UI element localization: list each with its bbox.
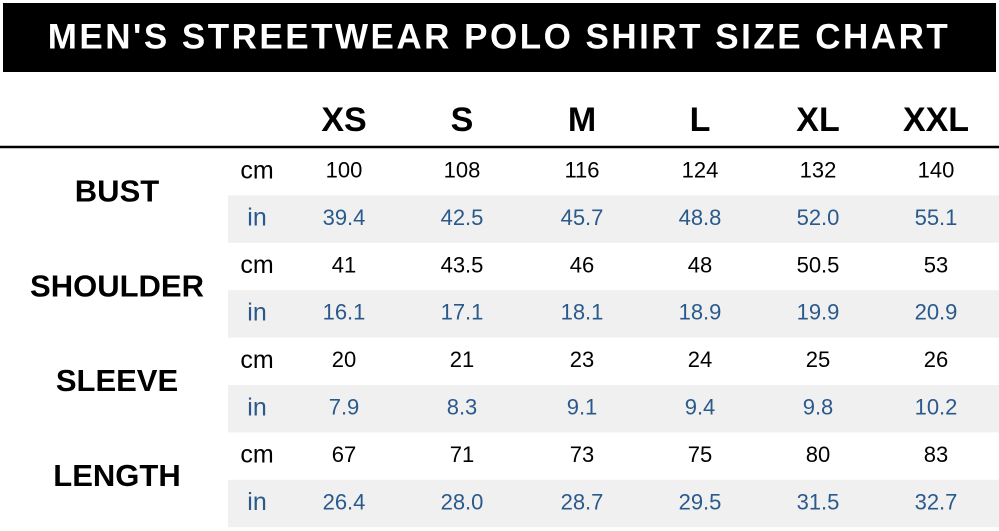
unit-label: cm [240, 346, 273, 374]
cm-value: 140 [918, 158, 955, 183]
unit-label: in [247, 393, 266, 421]
cm-value: 80 [806, 442, 830, 467]
cm-value: 20 [332, 347, 356, 372]
size-header: XS [321, 101, 366, 139]
in-value: 39.4 [323, 205, 366, 230]
title-bar [3, 3, 996, 72]
cm-value: 124 [682, 158, 719, 183]
in-value: 9.1 [567, 395, 598, 420]
cm-value: 73 [570, 442, 594, 467]
in-value: 55.1 [915, 205, 958, 230]
inch-row-bg [228, 195, 999, 243]
cm-value: 67 [332, 442, 356, 467]
row-label: SHOULDER [30, 268, 204, 303]
size-header: L [690, 101, 711, 139]
title: MEN'S STREETWEAR POLO SHIRT SIZE CHART [48, 17, 951, 56]
cm-value: 21 [450, 347, 474, 372]
in-value: 52.0 [797, 205, 840, 230]
cm-value: 43.5 [441, 252, 484, 277]
cm-value: 26 [924, 347, 948, 372]
in-value: 29.5 [679, 489, 722, 514]
cm-value: 71 [450, 442, 474, 467]
in-value: 9.4 [685, 395, 716, 420]
size-header: XL [796, 101, 839, 139]
unit-label: cm [240, 156, 273, 184]
row-label: LENGTH [53, 458, 180, 493]
cm-value: 24 [688, 347, 712, 372]
in-value: 42.5 [441, 205, 484, 230]
unit-label: in [247, 299, 266, 327]
cm-value: 116 [564, 158, 599, 183]
unit-label: cm [240, 441, 273, 469]
in-value: 9.8 [803, 395, 834, 420]
in-value: 28.0 [441, 489, 484, 514]
size-header: XXL [903, 101, 969, 139]
in-value: 26.4 [323, 489, 366, 514]
cm-value: 46 [570, 252, 594, 277]
in-value: 31.5 [797, 489, 840, 514]
cm-value: 83 [924, 442, 948, 467]
unit-label: in [247, 204, 266, 232]
cm-value: 132 [800, 158, 837, 183]
cm-value: 50.5 [797, 252, 840, 277]
cm-value: 75 [688, 442, 712, 467]
row-label: BUST [75, 174, 159, 209]
in-value: 8.3 [447, 395, 478, 420]
unit-label: in [247, 488, 266, 516]
in-value: 18.1 [561, 300, 604, 325]
in-value: 18.9 [679, 300, 722, 325]
inch-row-bg [228, 479, 999, 528]
cm-value: 48 [688, 252, 712, 277]
cm-value: 23 [570, 347, 594, 372]
in-value: 48.8 [679, 205, 722, 230]
in-value: 32.7 [915, 489, 958, 514]
in-value: 19.9 [797, 300, 840, 325]
inch-row-bg [228, 385, 999, 433]
in-value: 45.7 [561, 205, 604, 230]
cm-value: 108 [444, 158, 481, 183]
in-value: 7.9 [329, 395, 360, 420]
in-value: 20.9 [915, 300, 958, 325]
cm-value: 25 [806, 347, 830, 372]
cm-value: 100 [326, 158, 363, 183]
row-label: SLEEVE [56, 363, 178, 398]
size-header: M [568, 101, 596, 139]
in-value: 17.1 [441, 300, 484, 325]
in-value: 16.1 [323, 300, 366, 325]
inch-row-bg [228, 290, 999, 338]
cm-value: 41 [332, 252, 356, 277]
in-value: 28.7 [561, 489, 604, 514]
size-header: S [451, 101, 474, 139]
in-value: 10.2 [915, 395, 958, 420]
unit-label: cm [240, 251, 273, 279]
cm-value: 53 [924, 252, 948, 277]
